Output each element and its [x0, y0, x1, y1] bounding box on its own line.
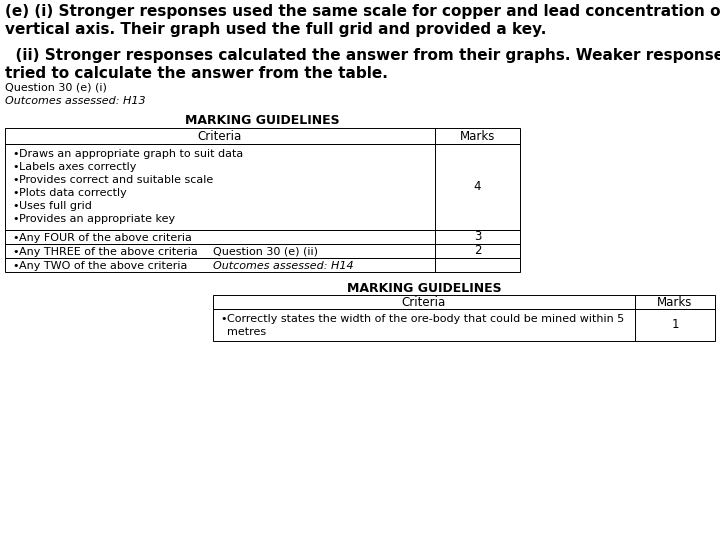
- Bar: [5, 230, 520, 244]
- Text: •: •: [12, 188, 19, 198]
- Text: Correctly states the width of the ore-body that could be mined within 5: Correctly states the width of the ore-bo…: [227, 314, 624, 324]
- Text: 2: 2: [474, 245, 481, 258]
- Text: tried to calculate the answer from the table.: tried to calculate the answer from the t…: [5, 66, 388, 81]
- Text: •: •: [12, 149, 19, 159]
- Text: •: •: [220, 314, 227, 324]
- Text: •: •: [12, 233, 19, 243]
- Text: Provides an appropriate key: Provides an appropriate key: [19, 214, 175, 224]
- Bar: [5, 128, 520, 144]
- Text: Provides correct and suitable scale: Provides correct and suitable scale: [19, 175, 213, 185]
- Text: Question 30 (e) (i): Question 30 (e) (i): [5, 82, 107, 92]
- Text: Criteria: Criteria: [198, 130, 242, 143]
- Text: •: •: [12, 201, 19, 211]
- Text: •: •: [12, 162, 19, 172]
- Text: 4: 4: [474, 180, 481, 193]
- Text: Marks: Marks: [460, 130, 495, 143]
- Text: Plots data correctly: Plots data correctly: [19, 188, 127, 198]
- Text: Uses full grid: Uses full grid: [19, 201, 92, 211]
- Text: (ii) Stronger responses calculated the answer from their graphs. Weaker response: (ii) Stronger responses calculated the a…: [5, 48, 720, 63]
- Text: MARKING GUIDELINES: MARKING GUIDELINES: [347, 282, 501, 295]
- Text: MARKING GUIDELINES: MARKING GUIDELINES: [185, 114, 340, 127]
- Text: 1: 1: [671, 319, 679, 332]
- Bar: [213, 295, 715, 309]
- Bar: [5, 258, 520, 272]
- Text: Any TWO of the above criteria: Any TWO of the above criteria: [19, 261, 187, 271]
- Text: metres: metres: [227, 327, 266, 337]
- Bar: [5, 144, 520, 230]
- Text: vertical axis. Their graph used the full grid and provided a key.: vertical axis. Their graph used the full…: [5, 22, 546, 37]
- Text: •: •: [12, 175, 19, 185]
- Text: •: •: [12, 214, 19, 224]
- Text: •: •: [12, 261, 19, 271]
- Bar: [5, 244, 520, 258]
- Text: (e) (i) Stronger responses used the same scale for copper and lead concentration: (e) (i) Stronger responses used the same…: [5, 4, 720, 19]
- Text: Question 30 (e) (ii): Question 30 (e) (ii): [213, 247, 318, 257]
- Text: •: •: [12, 247, 19, 257]
- Text: Outcomes assessed: H13: Outcomes assessed: H13: [5, 96, 145, 106]
- Text: Any FOUR of the above criteria: Any FOUR of the above criteria: [19, 233, 192, 243]
- Text: Labels axes correctly: Labels axes correctly: [19, 162, 136, 172]
- Text: 3: 3: [474, 231, 481, 244]
- Text: Criteria: Criteria: [402, 295, 446, 308]
- Text: Outcomes assessed: H14: Outcomes assessed: H14: [213, 261, 354, 271]
- Text: Any THREE of the above criteria: Any THREE of the above criteria: [19, 247, 198, 257]
- Bar: [213, 309, 715, 341]
- Text: Marks: Marks: [657, 295, 693, 308]
- Text: Draws an appropriate graph to suit data: Draws an appropriate graph to suit data: [19, 149, 243, 159]
